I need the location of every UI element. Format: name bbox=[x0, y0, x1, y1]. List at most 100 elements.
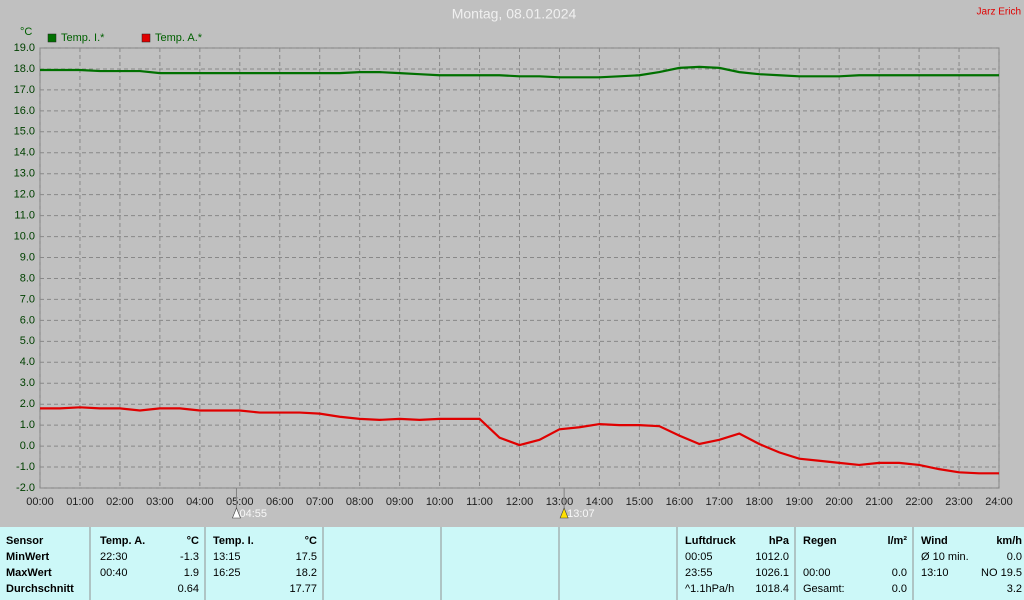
y-tick-label: 19.0 bbox=[14, 42, 35, 54]
table-cell: 18.2 bbox=[296, 567, 317, 579]
x-tick-label: 05:00 bbox=[226, 496, 254, 508]
author: Jarz Erich bbox=[977, 7, 1021, 18]
table-header: °C bbox=[187, 535, 199, 547]
x-tick-label: 23:00 bbox=[945, 496, 973, 508]
x-tick-label: 04:00 bbox=[186, 496, 214, 508]
table-cell: 0.0 bbox=[1007, 551, 1022, 563]
table-cell: 00:05 bbox=[685, 551, 713, 563]
table-cell: 22:30 bbox=[100, 551, 128, 563]
legend-swatch bbox=[47, 33, 57, 43]
x-tick-label: 16:00 bbox=[666, 496, 694, 508]
x-tick-label: 02:00 bbox=[106, 496, 134, 508]
y-tick-label: 11.0 bbox=[14, 210, 35, 222]
table-cell: 23:55 bbox=[685, 567, 713, 579]
table-cell: NO 19.5 bbox=[981, 567, 1022, 579]
x-tick-label: 10:00 bbox=[426, 496, 454, 508]
table-cell: 13:15 bbox=[213, 551, 241, 563]
table-cell: 1026.1 bbox=[755, 567, 789, 579]
y-tick-label: 8.0 bbox=[20, 272, 35, 284]
table-header: °C bbox=[305, 535, 317, 547]
x-tick-label: 13:00 bbox=[546, 496, 574, 508]
x-tick-label: 01:00 bbox=[66, 496, 94, 508]
x-tick-label: 06:00 bbox=[266, 496, 294, 508]
y-tick-label: -1.0 bbox=[16, 461, 35, 473]
table-header: Wind bbox=[921, 535, 948, 547]
y-tick-label: 0.0 bbox=[20, 440, 35, 452]
x-tick-label: 19:00 bbox=[785, 496, 813, 508]
x-tick-label: 21:00 bbox=[865, 496, 893, 508]
table-header: hPa bbox=[769, 535, 790, 547]
table-header: Temp. A. bbox=[100, 535, 145, 547]
table-header: Regen bbox=[803, 535, 837, 547]
table-header: l/m² bbox=[887, 535, 907, 547]
row-label: MinWert bbox=[6, 551, 50, 563]
row-label: Durchschnitt bbox=[6, 583, 74, 595]
y-tick-label: 10.0 bbox=[14, 230, 35, 242]
x-tick-label: 14:00 bbox=[586, 496, 614, 508]
legend-label: Temp. I.* bbox=[61, 32, 105, 44]
y-tick-label: 2.0 bbox=[20, 398, 35, 410]
table-cell: 00:40 bbox=[100, 567, 128, 579]
table-cell: 17.77 bbox=[289, 583, 317, 595]
y-tick-label: 5.0 bbox=[20, 335, 35, 347]
table-cell: 0.64 bbox=[178, 583, 199, 595]
table-cell: 3.2 bbox=[1007, 583, 1022, 595]
chart-background bbox=[0, 0, 1024, 527]
x-tick-label: 11:00 bbox=[466, 496, 493, 508]
sun-icon bbox=[232, 507, 241, 519]
table-cell: 16:25 bbox=[213, 567, 241, 579]
x-tick-label: 09:00 bbox=[386, 496, 414, 508]
x-tick-label: 08:00 bbox=[346, 496, 374, 508]
x-tick-label: 03:00 bbox=[146, 496, 174, 508]
table-background bbox=[0, 527, 1024, 600]
y-tick-label: 16.0 bbox=[14, 105, 35, 117]
x-tick-label: 00:00 bbox=[26, 496, 54, 508]
table-cell: Ø 10 min. bbox=[921, 551, 969, 563]
annotation-label: 13:07 bbox=[567, 508, 595, 520]
y-axis-label: °C bbox=[20, 26, 32, 38]
table-cell: 0.0 bbox=[892, 567, 907, 579]
x-tick-label: 22:00 bbox=[905, 496, 933, 508]
y-tick-label: 6.0 bbox=[20, 314, 35, 326]
table-cell: 17.5 bbox=[296, 551, 317, 563]
y-tick-label: 7.0 bbox=[20, 293, 35, 305]
annotation-label: 04:55 bbox=[239, 508, 267, 520]
table-header: Luftdruck bbox=[685, 535, 737, 547]
table-header: Temp. I. bbox=[213, 535, 254, 547]
y-tick-label: 13.0 bbox=[14, 168, 35, 180]
x-tick-label: 07:00 bbox=[306, 496, 334, 508]
y-tick-label: 17.0 bbox=[14, 84, 35, 96]
y-tick-label: 4.0 bbox=[20, 356, 35, 368]
table-cell: ^1.1hPa/h bbox=[685, 583, 734, 595]
table-cell: 00:00 bbox=[803, 567, 831, 579]
table-header: km/h bbox=[996, 535, 1022, 547]
table-header: Sensor bbox=[6, 535, 44, 547]
chart-title: Montag, 08.01.2024 bbox=[452, 6, 577, 22]
y-tick-label: -2.0 bbox=[16, 482, 35, 494]
row-label: MaxWert bbox=[6, 567, 52, 579]
y-tick-label: 15.0 bbox=[14, 126, 35, 138]
series-line bbox=[40, 406, 999, 475]
table-cell: 13:10 bbox=[921, 567, 949, 579]
table-cell: Gesamt: bbox=[803, 583, 845, 595]
x-tick-label: 18:00 bbox=[745, 496, 773, 508]
x-tick-label: 12:00 bbox=[506, 496, 534, 508]
x-tick-label: 24:00 bbox=[985, 496, 1013, 508]
legend-swatch bbox=[141, 33, 151, 43]
y-tick-label: 14.0 bbox=[14, 147, 35, 159]
series-line bbox=[40, 65, 999, 79]
table-cell: -1.3 bbox=[180, 551, 199, 563]
x-tick-label: 20:00 bbox=[825, 496, 853, 508]
y-tick-label: 1.0 bbox=[20, 419, 35, 431]
sun-icon bbox=[559, 507, 569, 519]
y-tick-label: 18.0 bbox=[14, 63, 35, 75]
x-tick-label: 17:00 bbox=[706, 496, 734, 508]
table-cell: 1.9 bbox=[184, 567, 199, 579]
table-cell: 1012.0 bbox=[755, 551, 789, 563]
y-tick-label: 12.0 bbox=[14, 189, 35, 201]
table-cell: 0.0 bbox=[892, 583, 907, 595]
y-tick-label: 3.0 bbox=[20, 377, 35, 389]
x-tick-label: 15:00 bbox=[626, 496, 654, 508]
legend-label: Temp. A.* bbox=[155, 32, 203, 44]
